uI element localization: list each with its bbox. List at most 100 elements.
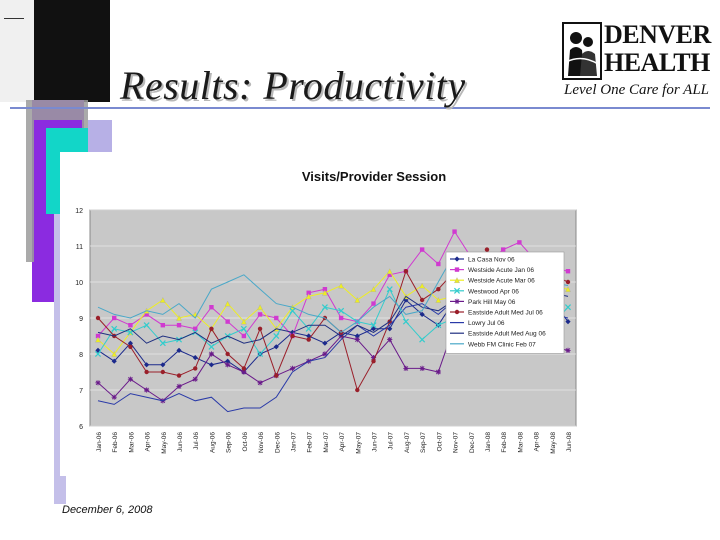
point-marker — [419, 365, 425, 371]
point-marker — [435, 322, 442, 329]
point-marker — [484, 247, 490, 252]
point-marker — [94, 350, 102, 358]
point-marker — [111, 350, 118, 357]
slide-date: December 6, 2008 — [62, 504, 153, 516]
point-marker — [111, 325, 118, 332]
point-marker — [565, 286, 571, 292]
x-tick-label: Nov-07 — [453, 432, 460, 453]
point-marker — [160, 362, 166, 368]
x-tick-label: Feb-06 — [112, 432, 119, 453]
point-marker — [403, 269, 409, 274]
point-marker — [306, 290, 311, 295]
chart-panel: Visits/Provider Session 6 7 8 9 10 11 12 Jan-06 F… — [60, 152, 582, 476]
point-marker — [127, 376, 134, 382]
logo-name-line1: DENVER — [604, 20, 711, 49]
point-marker — [387, 272, 392, 277]
x-tick-label: Jun-06 — [177, 432, 184, 452]
point-marker — [435, 296, 442, 303]
x-tick-label: Sep-07 — [420, 432, 427, 453]
point-marker — [176, 314, 182, 321]
point-marker — [565, 279, 571, 285]
point-marker — [387, 326, 393, 332]
point-marker — [338, 282, 345, 289]
point-marker — [257, 350, 264, 358]
point-marker — [321, 304, 328, 311]
point-marker — [224, 300, 231, 307]
legend-label: La Casa Nov 06 — [468, 257, 515, 264]
point-marker — [257, 312, 263, 317]
point-marker — [289, 365, 296, 371]
point-marker — [193, 326, 198, 331]
point-marker — [386, 268, 393, 274]
line-chart: Visits/Provider Session 6 7 8 9 10 11 12 Jan-06 F… — [75, 169, 577, 454]
point-marker — [241, 366, 247, 371]
x-tick-label: Jan-07 — [290, 432, 297, 452]
y-tick-label: 7 — [79, 388, 83, 395]
point-marker — [240, 318, 247, 325]
x-tick-label: Aug-06 — [209, 432, 216, 453]
x-tick-label: Jul-07 — [388, 432, 395, 450]
point-marker — [564, 304, 572, 311]
x-tick-label: Apr-07 — [339, 432, 346, 452]
point-marker — [176, 383, 182, 389]
x-tick-label: Jul-06 — [193, 432, 200, 450]
point-marker — [176, 373, 182, 378]
decor-top-line — [4, 18, 24, 19]
point-marker — [306, 333, 312, 339]
point-marker — [517, 240, 522, 245]
point-marker — [454, 267, 460, 272]
point-marker — [111, 358, 117, 364]
point-marker — [160, 323, 166, 328]
legend-label: Lowry Jul 06 — [468, 320, 505, 327]
point-marker — [565, 347, 571, 353]
x-tick-label: Mar-08 — [517, 432, 524, 453]
point-marker — [112, 315, 117, 321]
point-marker — [305, 293, 312, 300]
point-marker — [257, 380, 263, 386]
point-marker — [209, 305, 214, 310]
point-marker — [403, 365, 409, 371]
point-marker — [192, 376, 198, 382]
point-marker — [305, 325, 312, 332]
point-marker — [290, 333, 295, 339]
point-marker — [322, 340, 328, 346]
y-tick-label: 6 — [79, 424, 83, 431]
point-marker — [419, 297, 425, 303]
point-marker — [273, 332, 280, 340]
point-marker — [240, 325, 247, 332]
point-marker — [371, 359, 376, 364]
point-marker — [452, 229, 457, 234]
point-marker — [95, 315, 101, 321]
point-marker — [159, 340, 166, 347]
point-marker — [453, 287, 461, 294]
point-marker — [144, 387, 150, 393]
point-marker — [143, 322, 150, 329]
x-tick-label: May-07 — [355, 432, 362, 454]
x-tick-label: Dec-07 — [469, 432, 476, 453]
logo-name-line2: HEALTH — [604, 48, 710, 77]
legend-label: Webb FM Clinic Feb 07 — [468, 341, 536, 348]
point-marker — [241, 369, 247, 375]
point-marker — [402, 318, 409, 325]
point-marker — [209, 326, 214, 331]
x-tick-label: Mar-07 — [323, 432, 330, 453]
point-marker — [322, 351, 328, 357]
point-marker — [257, 326, 263, 331]
point-marker — [128, 323, 133, 328]
x-tick-label: Sep-06 — [226, 432, 233, 453]
y-tick-label: 11 — [76, 244, 83, 251]
point-marker — [370, 355, 377, 361]
point-marker — [208, 351, 215, 357]
point-marker — [387, 337, 393, 343]
point-marker — [419, 336, 426, 343]
y-tick-label: 8 — [79, 352, 83, 359]
point-marker — [225, 362, 231, 368]
decor-title-rule — [10, 107, 710, 109]
point-marker — [95, 336, 101, 343]
point-marker — [176, 323, 182, 328]
x-tick-label: Jan-08 — [485, 432, 492, 452]
slide-title: Results: Productivity — [120, 63, 466, 108]
y-tick-label: 12 — [75, 208, 83, 215]
legend-label: Westside Acute Mar 06 — [468, 278, 535, 285]
point-marker — [95, 333, 101, 339]
